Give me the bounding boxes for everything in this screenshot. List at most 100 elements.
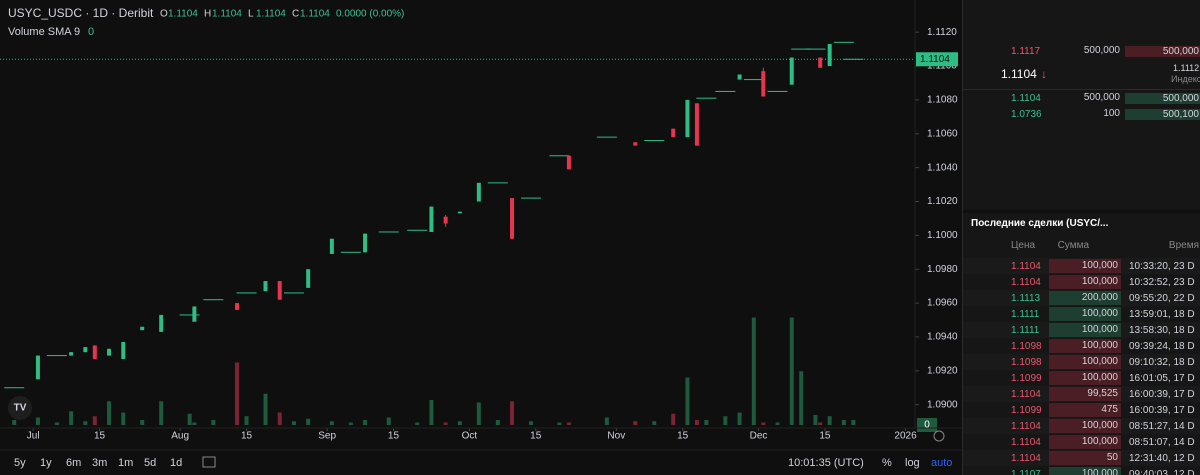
volume-bar xyxy=(789,317,794,425)
volume-bar xyxy=(263,393,268,425)
range-button[interactable]: 6m xyxy=(66,457,81,469)
candle-body xyxy=(83,347,88,353)
trade-row: 1.1107 100,000 09:40:03, 12 D xyxy=(963,466,1200,475)
candle-body xyxy=(644,140,665,142)
trade-price: 1.1111 xyxy=(1011,308,1040,320)
range-button[interactable]: 3m xyxy=(92,457,107,469)
trade-price: 1.1107 xyxy=(1011,468,1041,475)
candle-body xyxy=(827,44,832,67)
volume-bar xyxy=(121,412,126,425)
trade-time: 09:39:24, 18 D xyxy=(1129,340,1195,352)
trade-price: 1.1099 xyxy=(1011,372,1042,384)
trade-row: 1.1113 200,000 09:55:20, 22 D xyxy=(963,290,1200,306)
candle-body xyxy=(263,281,268,292)
range-button[interactable]: 5y xyxy=(14,457,26,469)
volume-bar xyxy=(291,421,296,425)
candle-body xyxy=(633,142,638,146)
volume-bar xyxy=(140,420,145,425)
volume-bar xyxy=(363,420,368,425)
candle-body xyxy=(805,48,826,50)
candle-body xyxy=(694,103,699,146)
trade-row: 1.1111 100,000 13:58:30, 18 D xyxy=(963,322,1200,338)
trade-row: 1.1104 50 12:31:40, 12 D xyxy=(963,450,1200,466)
last-price-tag xyxy=(916,52,958,67)
volume-bar xyxy=(159,401,164,425)
range-button[interactable]: 1m xyxy=(118,457,133,469)
trade-row: 1.1098 100,000 09:10:32, 18 D xyxy=(963,354,1200,370)
y-tick-label: 1.1120 xyxy=(927,27,957,38)
candle-body xyxy=(92,345,97,359)
clock: 10:01:35 (UTC) xyxy=(788,457,864,469)
volume-bar xyxy=(329,421,334,425)
trade-amount: 100,000 xyxy=(1049,275,1121,289)
trade-time: 16:00:39, 17 D xyxy=(1129,388,1195,400)
volume-bar xyxy=(192,422,197,425)
x-tick-label: Nov xyxy=(607,431,625,442)
scale-option[interactable]: log xyxy=(905,457,920,469)
volume-bar xyxy=(761,422,766,425)
trade-row: 1.1104 100,000 10:32:52, 23 D xyxy=(963,274,1200,290)
trade-price: 1.1104 xyxy=(1011,260,1041,272)
trade-price: 1.1113 xyxy=(1011,292,1041,304)
range-button[interactable]: 5d xyxy=(144,457,156,469)
ohlc-value: 1.1104 xyxy=(168,9,198,20)
book-size: 500,000 xyxy=(1083,92,1120,103)
candle-body xyxy=(715,90,736,92)
scale-option[interactable]: % xyxy=(882,457,892,469)
range-button[interactable]: 1y xyxy=(40,457,52,469)
settings-icon[interactable] xyxy=(933,430,945,442)
candle-body xyxy=(767,90,788,92)
candle-body xyxy=(378,231,399,233)
candle-body xyxy=(340,251,361,253)
y-tick-label: 1.1060 xyxy=(927,128,958,139)
trade-time: 16:00:39, 17 D xyxy=(1129,404,1195,416)
x-tick-label: 15 xyxy=(94,431,106,442)
x-tick-label: 15 xyxy=(819,431,831,442)
trade-amount: 99,525 xyxy=(1049,387,1121,401)
candle-body xyxy=(510,198,515,239)
date-range-icon[interactable] xyxy=(202,456,216,468)
header: USYC_USDC · 1D · Deribit Volume SMA 9 0 … xyxy=(8,6,404,38)
candle-body xyxy=(487,182,508,184)
trade-amount: 100,000 xyxy=(1049,259,1121,273)
trade-time: 12:31:40, 12 D xyxy=(1129,452,1195,464)
indicator: Volume SMA 9 xyxy=(8,26,80,38)
candle-body xyxy=(791,48,812,50)
y-tick-label: 1.0900 xyxy=(927,399,958,410)
candle-body xyxy=(549,155,570,157)
volume-bar xyxy=(306,418,311,425)
candle-body xyxy=(596,136,617,138)
ohlc-key: H xyxy=(204,9,211,20)
x-tick-label: Oct xyxy=(462,431,478,442)
y-tick-label: 1.0920 xyxy=(927,365,958,376)
trade-time: 09:40:03, 12 D xyxy=(1129,468,1195,475)
scale-option[interactable]: auto xyxy=(931,457,952,469)
volume-bar xyxy=(457,421,462,425)
candle-body xyxy=(4,387,25,389)
trade-row: 1.1098 100,000 09:39:24, 18 D xyxy=(963,338,1200,354)
range-button[interactable]: 1d xyxy=(170,457,182,469)
trade-row: 1.1104 100,000 08:51:27, 14 D xyxy=(963,418,1200,434)
x-tick-label: Jul xyxy=(27,431,40,442)
volume-bar xyxy=(386,417,391,425)
ohlc-key: L xyxy=(248,9,254,20)
volume-bar xyxy=(723,416,728,425)
x-tick-label: Aug xyxy=(171,431,189,442)
candle-body xyxy=(35,355,40,380)
volume-bar xyxy=(799,371,804,425)
candle-body xyxy=(69,352,74,356)
trades-title: Последние сделки (USYC/... xyxy=(971,218,1109,229)
volume-bar xyxy=(685,377,690,425)
y-tick-label: 1.1000 xyxy=(927,230,958,241)
mid-price: 1.1104 xyxy=(1001,67,1037,81)
trade-price: 1.1104 xyxy=(1011,452,1041,464)
chart: USYC_USDC · 1D · Deribit Volume SMA 9 0 … xyxy=(0,0,962,469)
trade-row: 1.1111 100,000 13:59:01, 18 D xyxy=(963,306,1200,322)
volume-bar xyxy=(604,417,609,425)
mid-arrow: ↓ xyxy=(1041,67,1047,81)
y-tick-label: 1.0980 xyxy=(927,264,958,275)
candle-body xyxy=(283,292,304,294)
trade-row: 1.1104 99,525 16:00:39, 17 D xyxy=(963,386,1200,402)
indicator-value: 0 xyxy=(88,26,94,38)
